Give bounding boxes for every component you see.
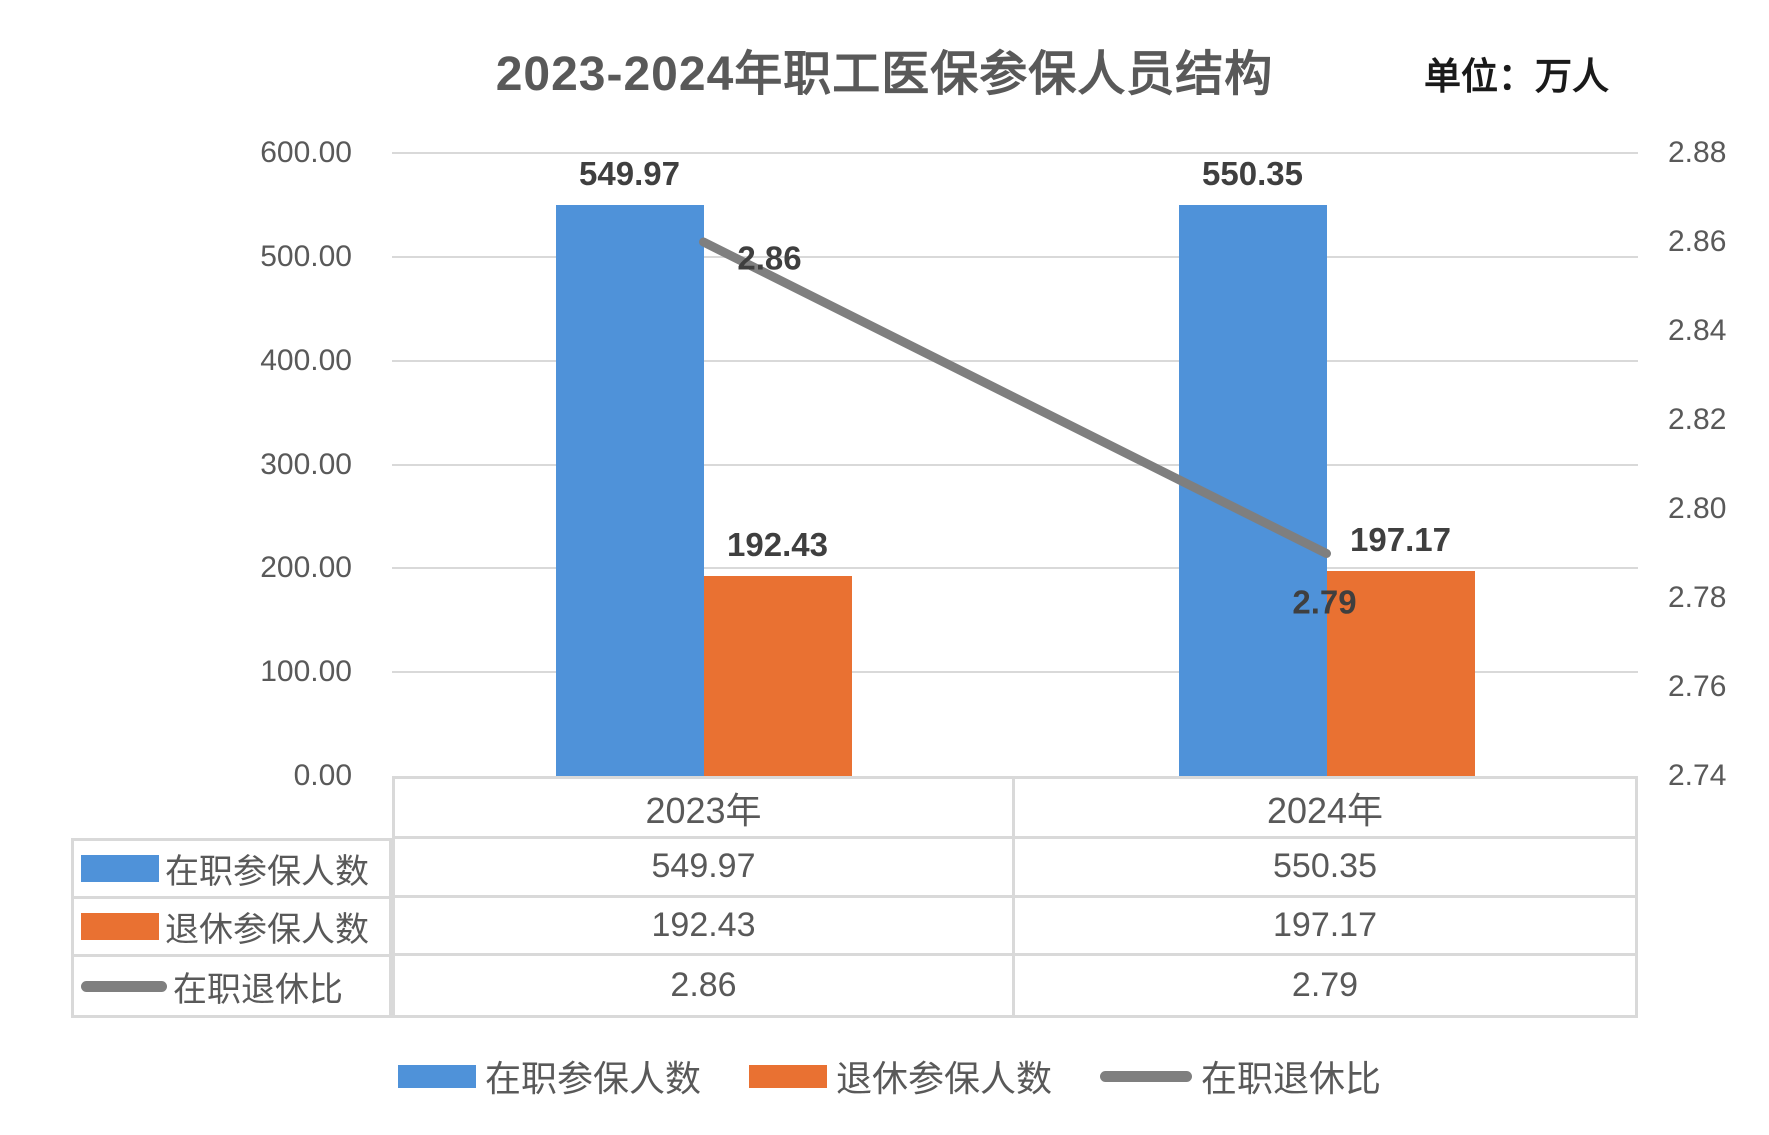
series-key-swatch-bar-icon xyxy=(81,913,159,940)
ratio-value-label: 2.79 xyxy=(1292,583,1357,620)
legend-item-在职参保人数: 在职参保人数 xyxy=(398,1050,701,1102)
series-name: 退休参保人数 xyxy=(165,911,369,949)
right-axis-tick: 2.74 xyxy=(1668,759,1727,792)
left-axis-tick: 100.00 xyxy=(260,655,352,689)
right-axis-tick: 2.84 xyxy=(1668,314,1727,347)
series-name: 在职参保人数 xyxy=(165,853,369,891)
unit-label: 单位：万人 xyxy=(1424,56,1609,97)
left-axis-tick: 300.00 xyxy=(260,447,352,481)
legend-item-在职退休比: 在职退休比 xyxy=(1100,1050,1381,1102)
table-value-cell: 192.43 xyxy=(395,897,1015,957)
bar-退休参保人数-2023年 xyxy=(703,576,852,776)
legend-swatch-bar-icon xyxy=(398,1064,476,1088)
legend-label: 退休参保人数 xyxy=(836,1058,1053,1099)
bar-value-label: 549.97 xyxy=(579,154,680,192)
data-table-values: 2023年 2024年 549.97 550.35 192.43 197.17 2.86 2.… xyxy=(392,776,1638,1018)
table-series-label-row: 在职退休比 xyxy=(74,957,389,1015)
legend-swatch-bar-icon xyxy=(749,1064,828,1088)
gridline xyxy=(392,567,1638,570)
table-category-header: 2024年 xyxy=(1015,779,1635,839)
bar-退休参保人数-2024年 xyxy=(1326,571,1475,776)
table-category-header: 2023年 xyxy=(395,779,1015,839)
left-axis-tick: 500.00 xyxy=(260,239,352,273)
data-table-series-labels: 在职参保人数 退休参保人数在职退休比 xyxy=(71,838,392,1018)
table-value-cell: 2.86 xyxy=(395,956,1015,1015)
right-axis-tick: 2.82 xyxy=(1668,403,1727,436)
gridline xyxy=(392,671,1638,674)
legend-item-退休参保人数: 退休参保人数 xyxy=(749,1050,1052,1102)
chart-title: 2023-2024年职工医保参保人员结构 xyxy=(495,48,1274,101)
left-axis-tick: 400.00 xyxy=(260,343,352,377)
table-series-label-row: 退休参保人数 xyxy=(74,899,389,957)
bar-在职参保人数-2024年 xyxy=(1178,204,1327,776)
bar-value-label: 197.17 xyxy=(1350,521,1451,559)
bar-value-label: 550.35 xyxy=(1202,154,1303,192)
right-axis-tick: 2.88 xyxy=(1668,136,1727,169)
bar-value-label: 192.43 xyxy=(727,526,828,564)
legend-label: 在职退休比 xyxy=(1201,1058,1382,1099)
series-key-swatch-bar-icon xyxy=(81,855,159,882)
ratio-value-label: 2.86 xyxy=(737,239,802,277)
right-axis-tick: 2.80 xyxy=(1668,492,1727,525)
table-value-cell: 549.97 xyxy=(395,839,1015,898)
table-value-cell: 197.17 xyxy=(1015,898,1635,957)
table-value-cell: 550.35 xyxy=(1015,839,1635,898)
table-series-label-row: 在职参保人数 xyxy=(74,841,389,899)
legend-swatch-line-icon xyxy=(1100,1070,1193,1082)
right-axis-tick: 2.86 xyxy=(1668,225,1727,258)
series-key-swatch-line-icon xyxy=(81,980,167,992)
right-axis-tick: 2.78 xyxy=(1668,581,1727,614)
left-axis-tick: 0.00 xyxy=(293,759,352,792)
left-axis-tick: 200.00 xyxy=(260,551,352,585)
left-axis-tick: 600.00 xyxy=(260,136,352,169)
right-axis-tick: 2.76 xyxy=(1668,670,1727,703)
table-value-cell: 2.79 xyxy=(1291,966,1359,1005)
legend: 在职参保人数 退休参保人数 在职退休比 xyxy=(398,1053,1381,1099)
gridline xyxy=(392,152,1638,154)
legend-label: 在职参保人数 xyxy=(485,1058,702,1099)
bar-在职参保人数-2023年 xyxy=(555,204,704,776)
series-name: 在职退休比 xyxy=(173,970,343,1009)
